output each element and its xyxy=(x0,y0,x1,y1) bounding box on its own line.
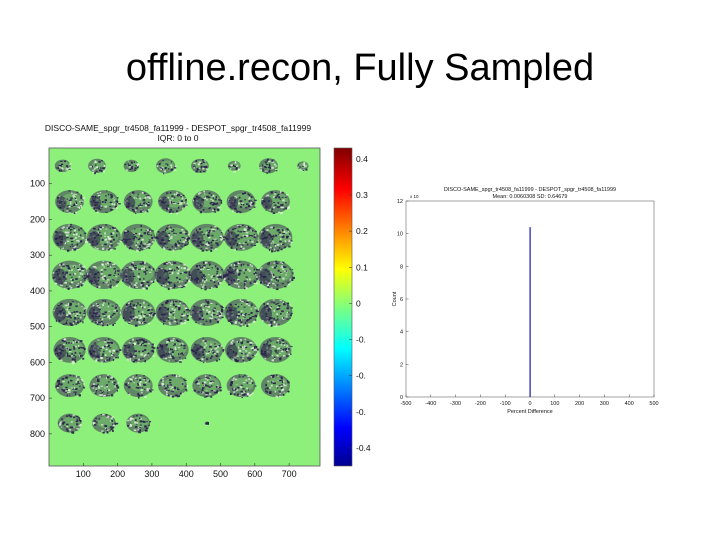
colorbar-tick-0: 0.4 xyxy=(356,154,368,164)
brain-slice-5 xyxy=(227,160,241,173)
colorbar-tick-2: 0.2 xyxy=(356,226,368,236)
brain-slice-28 xyxy=(257,260,295,291)
heatmap-x-tick-5: 600 xyxy=(247,469,262,479)
brain-slice-22 xyxy=(51,260,88,290)
heatmap-subtitle: IQR: 0 to 0 xyxy=(157,133,198,143)
brain-slice-45 xyxy=(123,374,154,399)
brain-slice-51 xyxy=(91,413,119,434)
brain-slice-0 xyxy=(54,159,72,173)
brain-slice-39 xyxy=(156,337,189,363)
brain-slice-4 xyxy=(191,158,209,173)
brain-slice-1 xyxy=(88,158,106,175)
heatmap-x-tick-3: 400 xyxy=(179,469,194,479)
heatmap-y-tick-0: 100 xyxy=(30,179,45,189)
brain-slice-26 xyxy=(188,260,227,291)
brain-slice-24 xyxy=(120,260,158,290)
brain-slice-2 xyxy=(123,159,140,173)
brain-slice-14 xyxy=(260,190,290,215)
heatmap-y-tick-1: 200 xyxy=(30,214,45,224)
brain-slice-34 xyxy=(224,298,259,327)
brain-slice-16 xyxy=(86,223,122,252)
brain-slice-8 xyxy=(55,190,85,215)
brain-slice-52 xyxy=(126,413,152,434)
colorbar-tick-1: 0.3 xyxy=(356,190,368,200)
brain-slice-47 xyxy=(192,374,222,398)
brain-slice-32 xyxy=(155,298,191,326)
colorbar-tick-4: 0 xyxy=(356,298,361,308)
brain-slice-6 xyxy=(259,158,279,174)
brain-slice-10 xyxy=(123,190,153,214)
brain-slice-53 xyxy=(204,421,209,426)
colorbar-tick-6: -0. xyxy=(356,371,366,381)
heatmap-x-tick-1: 200 xyxy=(110,469,125,479)
colorbar-tick-7: -0. xyxy=(356,407,366,417)
heatmap-x-axis: 100 200 300 400 500 600 700 xyxy=(76,463,297,479)
brain-slice-35 xyxy=(258,298,293,327)
brain-slice-13 xyxy=(226,190,257,214)
brain-slice-19 xyxy=(189,223,226,252)
brain-slice-38 xyxy=(122,337,156,364)
colorbar xyxy=(333,147,353,467)
heatmap-y-tick-7: 800 xyxy=(30,429,45,439)
colorbar-ticks: 0.4 0.3 0.2 0.1 0 -0. -0. -0. -0.4 xyxy=(349,154,371,453)
brain-slice-37 xyxy=(87,337,122,364)
heatmap-x-tick-2: 300 xyxy=(144,469,159,479)
heatmap-y-tick-6: 700 xyxy=(30,393,45,403)
colorbar-tick-5: -0. xyxy=(356,335,366,345)
heatmap-title: DISCO-SAME_spgr_tr4508_fa11999 - DESPOT_… xyxy=(45,123,311,133)
brain-slice-42 xyxy=(259,337,293,363)
brain-slice-46 xyxy=(158,374,189,398)
brain-slice-20 xyxy=(224,223,259,251)
brain-slice-33 xyxy=(189,298,224,326)
brain-slice-31 xyxy=(121,298,157,327)
brain-slice-7 xyxy=(297,161,309,172)
brain-slice-17 xyxy=(121,223,157,252)
brain-slice-40 xyxy=(190,337,225,364)
brain-slice-30 xyxy=(86,298,121,327)
brain-slice-9 xyxy=(89,190,121,214)
brain-slice-21 xyxy=(258,223,293,253)
heatmap-y-axis: 100 200 300 400 500 600 700 800 xyxy=(30,179,52,439)
brain-slice-49 xyxy=(260,374,290,398)
brain-slices xyxy=(51,158,309,434)
brain-slice-3 xyxy=(156,158,177,175)
brain-slice-23 xyxy=(86,260,122,290)
brain-slice-41 xyxy=(224,337,259,363)
brain-slice-50 xyxy=(57,413,82,434)
brain-slice-43 xyxy=(55,374,85,398)
brain-slice-29 xyxy=(52,298,87,326)
brain-slice-36 xyxy=(53,337,87,365)
heatmap-x-tick-6: 700 xyxy=(282,469,297,479)
brain-slice-27 xyxy=(223,260,260,290)
heatmap-y-tick-3: 400 xyxy=(30,286,45,296)
heatmap-y-tick-5: 600 xyxy=(30,357,45,367)
heatmap-y-tick-4: 500 xyxy=(30,322,45,332)
heatmap-y-tick-2: 300 xyxy=(30,250,45,260)
colorbar-tick-8: -0.4 xyxy=(356,443,371,453)
brain-slice-48 xyxy=(226,374,257,399)
brain-slice-44 xyxy=(89,374,120,398)
brain-slice-18 xyxy=(155,223,191,252)
heatmap-x-tick-4: 500 xyxy=(213,469,228,479)
brain-slice-25 xyxy=(154,260,192,291)
colorbar-tick-3: 0.1 xyxy=(356,262,368,272)
heatmap-x-tick-0: 100 xyxy=(76,469,91,479)
slide-title: offline.recon, Fully Sampled xyxy=(125,47,595,89)
brain-slice-11 xyxy=(158,190,188,215)
brain-slice-15 xyxy=(52,223,88,252)
brain-slice-12 xyxy=(192,190,223,214)
